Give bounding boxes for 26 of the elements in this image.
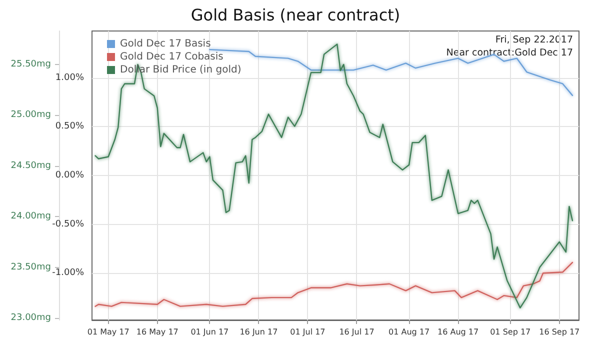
y2-tick-label: 23.50mg [10,262,51,272]
y-tick-label: 0.00% [55,170,84,180]
y2-tick-label: 24.00mg [10,212,51,222]
x-tick-label: 16 Sep 17 [539,328,580,336]
chart-title: Gold Basis (near contract) [190,6,400,24]
line-series [94,262,574,307]
y2-tick-label: 23.00mg [10,312,51,323]
annotation: Near contract:Gold Dec 17 [446,48,573,58]
legend-label: Gold Dec 17 Cobasis [120,52,224,62]
x-tick-label: 01 Sep 17 [490,328,531,336]
y-tick-label: -0.50% [52,219,84,230]
x-tick-label: 01 Aug 17 [388,328,430,336]
y-tick-label: -1.00% [52,268,84,278]
x-tick-label: 01 Jun 17 [190,328,229,336]
x-tick-label: 16 Jul 17 [339,328,374,336]
x-tick-label: 16 Jun 17 [240,328,278,336]
legend-label: Gold Dec 17 Basis [120,38,211,50]
x-tick-label: 16 Aug 17 [438,328,479,336]
y2-tick-label: 24.50mg [10,160,51,171]
y-tick-label: 0.50% [55,122,84,132]
y-tick-label: 1.00% [55,72,84,83]
y2-tick-label: 25.50mg [10,59,51,70]
x-tick-label: 01 May 17 [87,328,130,336]
x-tick-label: 01 Jul 17 [290,328,326,336]
x-tick-label: 16 May 17 [136,328,178,336]
y2-tick-label: 25.00mg [10,110,51,120]
